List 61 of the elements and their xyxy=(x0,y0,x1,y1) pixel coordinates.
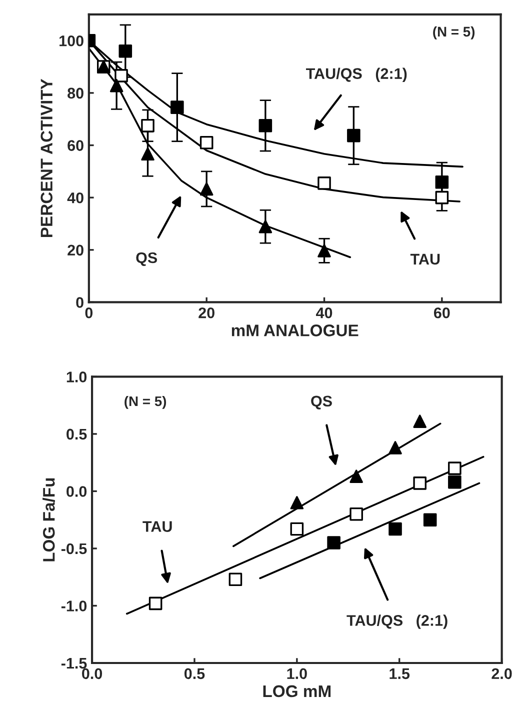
x-tick-label: 2.0 xyxy=(492,668,512,680)
point xyxy=(290,522,304,536)
point xyxy=(448,475,462,489)
annotation: TAU/QS (2:1) xyxy=(346,614,448,629)
point xyxy=(170,100,184,114)
y-tick-label: 0.0 xyxy=(66,486,87,497)
x-tick-label: 0.5 xyxy=(184,668,205,680)
annotation: TAU xyxy=(410,254,440,265)
point xyxy=(110,78,124,92)
point xyxy=(448,462,462,475)
point xyxy=(318,176,331,190)
x-tick-label: 20 xyxy=(198,307,214,318)
x-axis-title: mM ANALOGUE xyxy=(232,324,358,336)
point xyxy=(350,507,363,521)
point xyxy=(413,476,426,490)
y-tick-label: 0.5 xyxy=(66,428,87,440)
y-tick-label: 0 xyxy=(76,297,84,308)
point xyxy=(347,128,360,142)
point xyxy=(228,572,242,586)
point xyxy=(435,175,449,189)
point xyxy=(141,118,154,132)
y-tick-label: 20 xyxy=(68,244,84,256)
x-tick-label: 0.0 xyxy=(82,668,102,680)
point xyxy=(388,441,402,454)
y-tick-label: -0.5 xyxy=(61,543,87,554)
y-tick-label: 60 xyxy=(68,140,84,151)
x-tick-label: 1.5 xyxy=(390,668,410,680)
point xyxy=(290,496,304,510)
point xyxy=(258,220,272,234)
point xyxy=(114,69,128,82)
point xyxy=(118,44,132,58)
point xyxy=(350,470,363,483)
annotation: QS xyxy=(136,252,158,266)
point xyxy=(318,244,331,258)
point xyxy=(200,182,214,196)
point xyxy=(413,414,426,428)
y-tick-label: 80 xyxy=(68,88,84,99)
x-tick-label: 1.0 xyxy=(287,668,307,680)
y-tick-label: 100 xyxy=(60,35,84,46)
annotation: (N = 5) xyxy=(124,396,166,409)
y-axis-title: PERCENT ACTIVITY xyxy=(40,78,52,238)
annotation: TAU/QS (2:1) xyxy=(306,68,407,82)
annotation: TAU xyxy=(142,521,172,532)
y-axis-title: LOG Fa/Fu xyxy=(42,478,55,562)
point xyxy=(258,118,272,132)
point xyxy=(148,596,162,610)
y-tick-label: 40 xyxy=(67,192,84,204)
y-tick-label: -1.5 xyxy=(61,658,87,669)
y-tick-label: 1.0 xyxy=(66,372,87,382)
point xyxy=(435,190,449,204)
point xyxy=(141,147,154,161)
point xyxy=(423,513,437,526)
x-tick-label: 60 xyxy=(434,307,450,318)
point xyxy=(327,536,340,550)
point xyxy=(388,522,402,536)
point xyxy=(200,136,214,150)
annotation: QS xyxy=(311,396,332,410)
annotation: (N = 5) xyxy=(433,26,475,40)
x-axis-title: LOG mM xyxy=(263,685,331,698)
x-tick-label: 40 xyxy=(316,307,332,318)
y-tick-label: -1.0 xyxy=(61,600,87,612)
